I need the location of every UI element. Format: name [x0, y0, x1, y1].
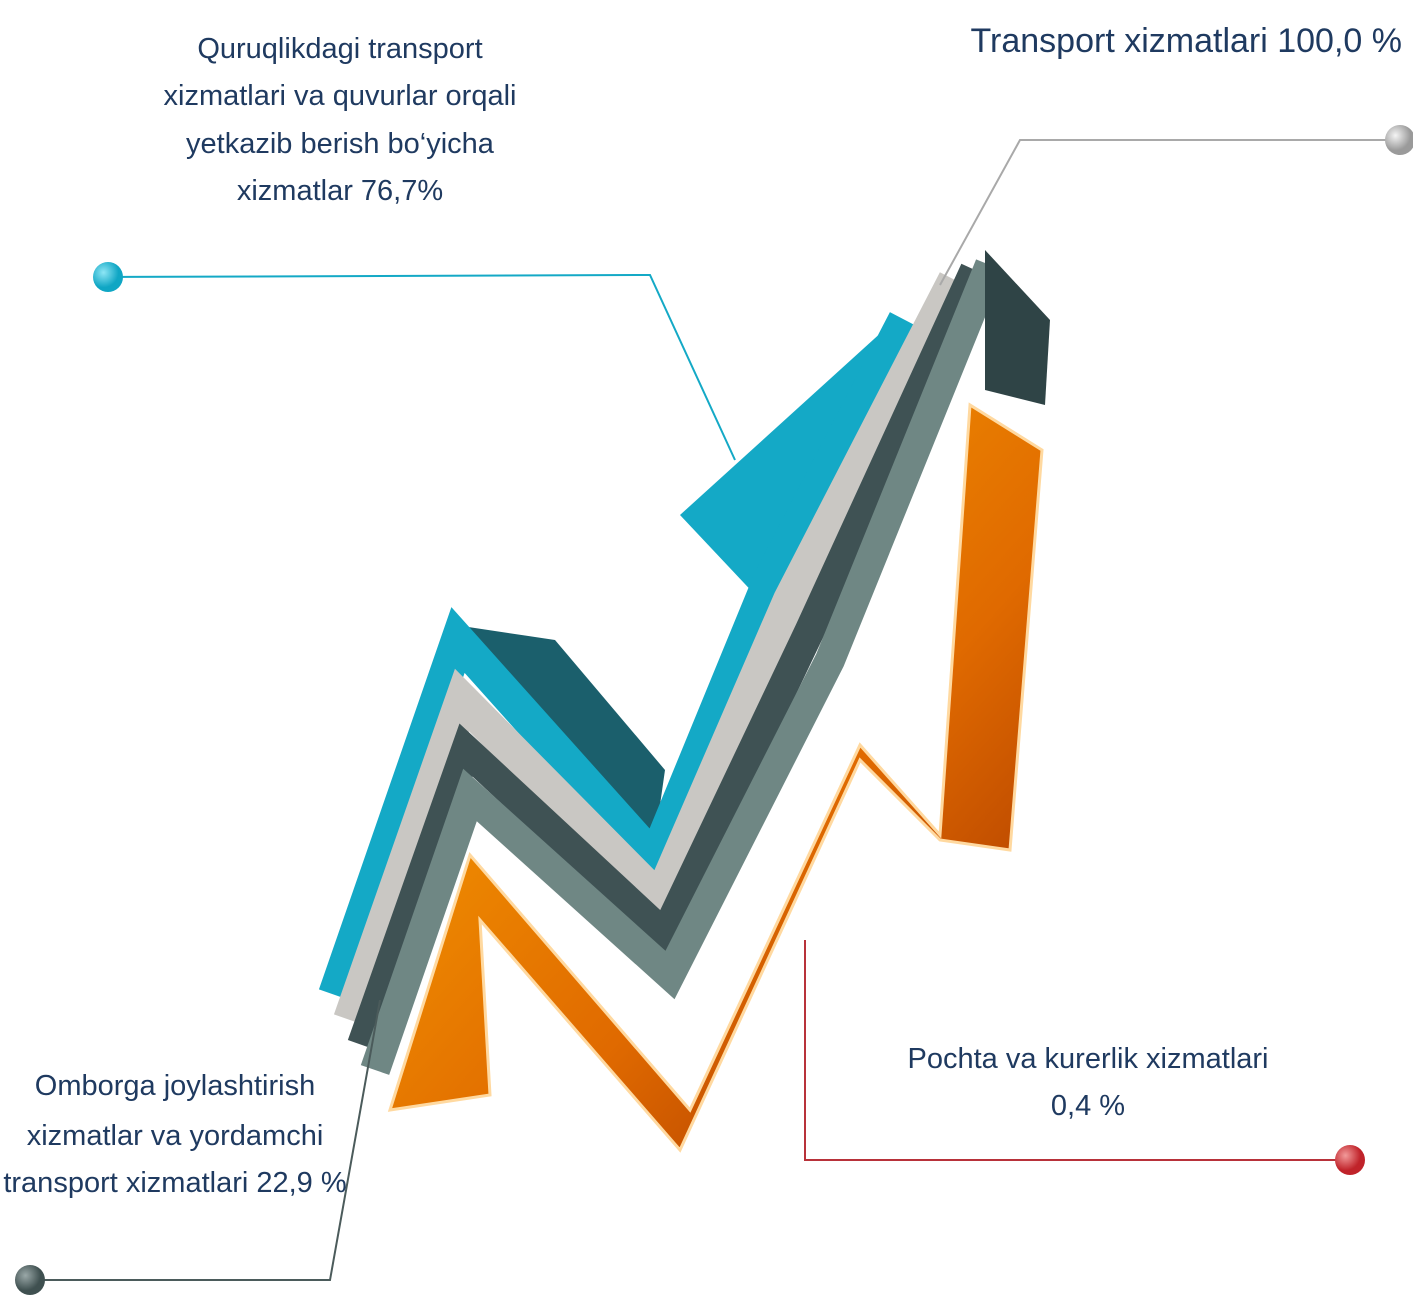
dot — [93, 262, 123, 292]
label-line: Quruqlikdagi transport — [197, 33, 482, 65]
label-line: yetkazib berish bo‘yicha — [186, 128, 495, 160]
label-line: Pochta va kurerlik xizmatlari — [908, 1043, 1269, 1075]
dot — [1335, 1145, 1365, 1175]
label-line: transport xizmatlari 22,9 % — [3, 1167, 346, 1199]
dot — [1385, 125, 1413, 155]
label-line: xizmatlar va yordamchi — [27, 1120, 324, 1152]
dot — [15, 1265, 45, 1295]
label-line: Omborga joylashtirish — [35, 1070, 315, 1102]
label-line: xizmatlar 76,7% — [237, 175, 443, 207]
infographic: Quruqlikdagi transport xizmatlari va quv… — [0, 0, 1413, 1303]
arrow-ribbons — [335, 250, 1050, 1150]
label-line: Transport xizmatlari 100,0 % — [971, 22, 1402, 60]
label-line: 0,4 % — [1051, 1090, 1125, 1122]
label-line: xizmatlari va quvurlar orqali — [164, 80, 517, 112]
